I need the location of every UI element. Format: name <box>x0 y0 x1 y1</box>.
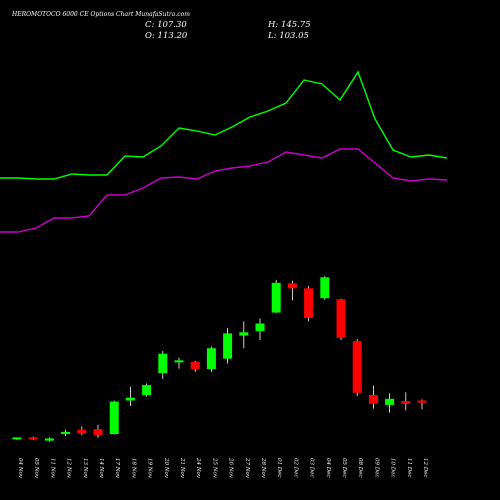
candle <box>93 424 103 438</box>
candle <box>158 351 168 380</box>
candle-body-up <box>44 438 54 441</box>
x-tick-label: 25 Nov <box>211 457 217 479</box>
candle <box>190 360 200 372</box>
x-tick-label: 11 Dec <box>406 458 412 478</box>
candle-body-up <box>385 398 395 405</box>
candle <box>44 437 54 442</box>
candle <box>385 393 395 413</box>
candle <box>206 346 216 372</box>
x-tick-label: 27 Nov <box>244 457 250 479</box>
candle-body-down <box>93 429 103 436</box>
x-tick-label: 13 Nov <box>82 458 88 479</box>
candle <box>336 298 346 340</box>
candle <box>239 321 249 349</box>
candle-body-down <box>401 401 411 404</box>
open-price-label: O: 113.20 <box>145 31 188 41</box>
low-price-label: L: 103.05 <box>267 31 309 41</box>
candle <box>320 276 330 300</box>
candle-body-down <box>77 429 87 434</box>
candle <box>174 357 184 369</box>
candle <box>223 327 233 364</box>
candle <box>125 386 135 406</box>
x-axis-labels: 04 Nov 05 Nov 11 Nov 12 Nov 13 Nov 14 Nov 17 N… <box>17 457 428 479</box>
candle <box>142 383 152 397</box>
candle-body-down <box>352 341 362 393</box>
x-tick-label: 05 Dec <box>341 458 347 478</box>
close-price-label: C: 107.30 <box>145 20 187 30</box>
candle <box>304 286 314 322</box>
x-tick-label: 04 Nov <box>17 458 23 479</box>
x-tick-label: 26 Nov <box>228 457 234 479</box>
candle-body-up <box>206 348 216 370</box>
candle-body-down <box>287 283 297 289</box>
x-tick-label: 14 Nov <box>98 458 104 479</box>
candle <box>28 436 38 441</box>
x-tick-label: 20 Nov <box>163 457 169 479</box>
candle-body-up <box>125 397 135 401</box>
upper-line-series <box>0 70 448 180</box>
x-tick-label: 01 Dec <box>276 458 282 478</box>
x-tick-label: 05 Nov <box>33 458 39 479</box>
x-tick-label: 11 Nov <box>49 458 55 479</box>
candle <box>109 400 119 435</box>
candle-body-up <box>158 353 168 373</box>
candle <box>368 385 378 409</box>
candle <box>77 426 87 436</box>
x-tick-label: 19 Nov <box>147 458 153 479</box>
candle-body-up <box>271 282 281 313</box>
candle-body-up <box>223 333 233 359</box>
candle <box>401 392 411 411</box>
candle <box>352 338 362 397</box>
high-price-label: H: 145.75 <box>267 20 311 30</box>
x-tick-label: 02 Dec <box>292 458 298 478</box>
candle-body-up <box>61 431 71 435</box>
indicator-lines <box>0 70 448 233</box>
x-tick-label: 08 Dec <box>357 458 363 478</box>
x-tick-label: 12 Nov <box>66 458 72 479</box>
candle <box>255 318 265 340</box>
candles-group <box>12 276 427 442</box>
candle-body-down <box>190 362 200 370</box>
candle-body-up <box>12 437 22 440</box>
candle-body-up <box>255 323 265 332</box>
candle-body-up <box>142 385 152 395</box>
x-tick-label: 28 Nov <box>260 457 266 479</box>
candle <box>12 437 22 441</box>
candle-body-up <box>239 332 249 336</box>
candle-body-up <box>109 401 119 435</box>
x-tick-label: 21 Nov <box>179 457 185 479</box>
x-tick-label: 17 Nov <box>114 458 120 479</box>
candle-body-down <box>28 437 38 440</box>
candle-body-down <box>336 299 346 338</box>
candle <box>287 280 297 301</box>
x-tick-label: 24 Nov <box>195 457 201 479</box>
lower-line-series <box>0 148 448 233</box>
candle <box>271 280 281 314</box>
candle-body-up <box>174 360 184 363</box>
candle-body-down <box>304 288 314 318</box>
x-tick-label: 09 Dec <box>373 458 379 478</box>
x-tick-label: 03 Dec <box>309 458 315 478</box>
candle <box>417 399 427 410</box>
candle-body-down <box>368 395 378 404</box>
candle <box>61 429 71 437</box>
x-tick-label: 12 Dec <box>422 458 428 478</box>
x-tick-label: 18 Nov <box>130 458 136 479</box>
chart-title: HEROMOTOCO 6000 CE Options Chart MunafaS… <box>11 11 190 18</box>
x-tick-label: 10 Dec <box>390 458 396 478</box>
x-tick-label: 04 Dec <box>325 458 331 478</box>
candle-body-up <box>320 277 330 299</box>
candle-body-down <box>417 400 427 403</box>
